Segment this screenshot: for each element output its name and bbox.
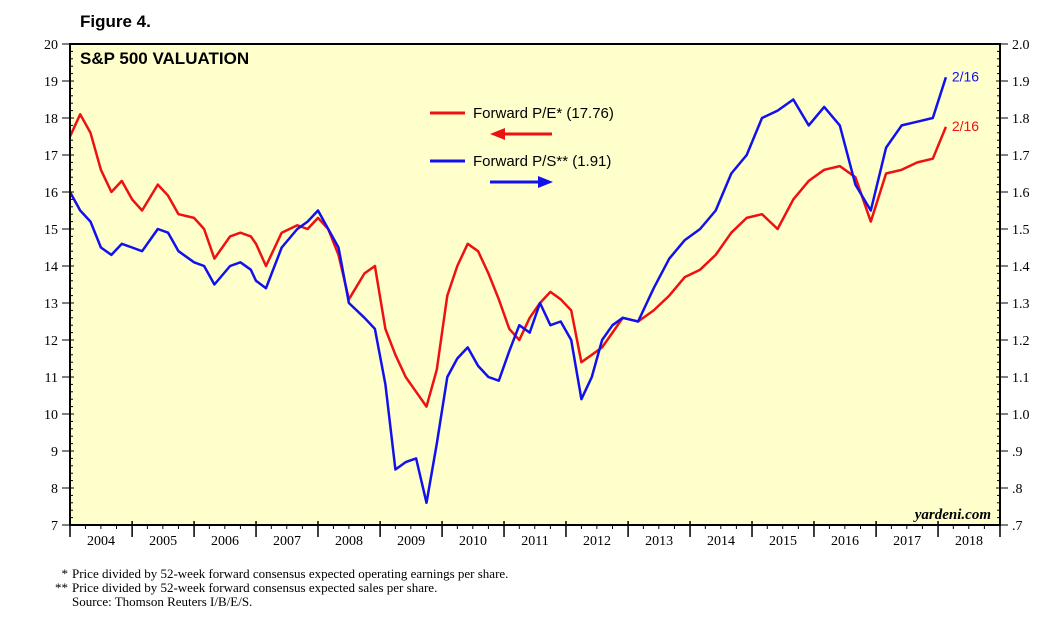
right-tick-label: 1.7 bbox=[1012, 149, 1030, 164]
footnote-ps: ** Price divided by 52-week forward conse… bbox=[40, 581, 508, 595]
x-tick-label: 2009 bbox=[397, 534, 425, 549]
left-tick-label: 12 bbox=[44, 334, 58, 349]
footnote-pe-mark: * bbox=[61, 566, 69, 581]
end-label-ps: 2/16 bbox=[952, 68, 979, 84]
x-tick-label: 2005 bbox=[149, 534, 177, 549]
x-tick-label: 2010 bbox=[459, 534, 487, 549]
left-tick-label: 8 bbox=[51, 482, 58, 497]
left-tick-label: 7 bbox=[51, 519, 58, 534]
right-tick-label: 1.0 bbox=[1012, 408, 1030, 423]
x-tick-label: 2007 bbox=[273, 534, 301, 549]
footnote-ps-mark: ** bbox=[55, 580, 68, 595]
plot-area bbox=[70, 44, 1000, 525]
legend-label-pe: Forward P/E* (17.76) bbox=[473, 105, 614, 122]
left-tick-label: 13 bbox=[44, 297, 58, 312]
x-tick-label: 2008 bbox=[335, 534, 363, 549]
x-tick-label: 2006 bbox=[211, 534, 239, 549]
left-tick-label: 20 bbox=[44, 38, 58, 53]
left-tick-label: 18 bbox=[44, 112, 58, 127]
footnote-ps-text: Price divided by 52-week forward consens… bbox=[72, 580, 438, 595]
right-tick-label: 1.9 bbox=[1012, 75, 1030, 90]
right-tick-label: 1.8 bbox=[1012, 112, 1030, 127]
x-tick-label: 2013 bbox=[645, 534, 673, 549]
x-tick-label: 2014 bbox=[707, 534, 735, 549]
right-tick-label: .7 bbox=[1012, 519, 1023, 534]
series-line-ps bbox=[68, 76, 948, 505]
x-tick-label: 2011 bbox=[521, 534, 548, 549]
x-tick-label: 2016 bbox=[831, 534, 859, 549]
series-line-pe bbox=[68, 113, 948, 408]
x-tick-label: 2004 bbox=[87, 534, 115, 549]
legend: Forward P/E* (17.76) Forward P/S** (1.91) bbox=[430, 105, 614, 188]
footnote-source-text: Source: Thomson Reuters I/B/E/S. bbox=[72, 594, 253, 609]
watermark: yardeni.com bbox=[913, 507, 991, 523]
left-tick-label: 16 bbox=[44, 186, 58, 201]
right-tick-label: 1.1 bbox=[1012, 371, 1030, 386]
right-tick-label: 1.3 bbox=[1012, 297, 1030, 312]
left-tick-label: 17 bbox=[44, 149, 58, 164]
x-tick-label: 2017 bbox=[893, 534, 921, 549]
x-tick-label: 2015 bbox=[769, 534, 797, 549]
left-tick-label: 15 bbox=[44, 223, 58, 238]
valuation-chart: 7 8 9 10 11 12 13 14 15 16 17 18 19 20 .7 .8 .9 1.0 1.1 1.2… bbox=[44, 38, 1030, 549]
axis-labels: 7 8 9 10 11 12 13 14 15 16 17 18 19 20 .7 .8 .9 1.0 1.1 1.2… bbox=[44, 38, 1030, 549]
end-labels: 2/16 2/16 bbox=[952, 68, 979, 134]
legend-label-ps: Forward P/S** (1.91) bbox=[473, 153, 611, 170]
legend-arrow-right-icon bbox=[538, 176, 553, 188]
x-tick-label: 2018 bbox=[955, 534, 983, 549]
figure-label: Figure 4. bbox=[80, 12, 151, 31]
legend-arrow-left-icon bbox=[490, 128, 505, 140]
right-tick-label: .9 bbox=[1012, 445, 1023, 460]
right-tick-label: .8 bbox=[1012, 482, 1023, 497]
chart-title: S&P 500 VALUATION bbox=[80, 49, 249, 68]
x-tick-label: 2012 bbox=[583, 534, 611, 549]
left-tick-label: 10 bbox=[44, 408, 58, 423]
left-tick-label: 19 bbox=[44, 75, 58, 90]
left-tick-label: 9 bbox=[51, 445, 58, 460]
left-tick-label: 14 bbox=[44, 260, 58, 275]
footnotes: * Price divided by 52-week forward consen… bbox=[40, 567, 508, 609]
footnote-source: Source: Thomson Reuters I/B/E/S. bbox=[40, 595, 508, 609]
right-tick-label: 1.6 bbox=[1012, 186, 1030, 201]
series-lines bbox=[68, 76, 948, 505]
left-tick-label: 11 bbox=[45, 371, 58, 386]
end-label-pe: 2/16 bbox=[952, 118, 979, 134]
right-tick-label: 2.0 bbox=[1012, 38, 1030, 53]
footnote-pe-text: Price divided by 52-week forward consens… bbox=[72, 566, 509, 581]
right-tick-label: 1.4 bbox=[1012, 260, 1030, 275]
right-tick-label: 1.2 bbox=[1012, 334, 1030, 349]
footnote-pe: * Price divided by 52-week forward consen… bbox=[40, 566, 509, 581]
right-tick-label: 1.5 bbox=[1012, 223, 1030, 238]
plot-frame bbox=[69, 43, 1001, 526]
